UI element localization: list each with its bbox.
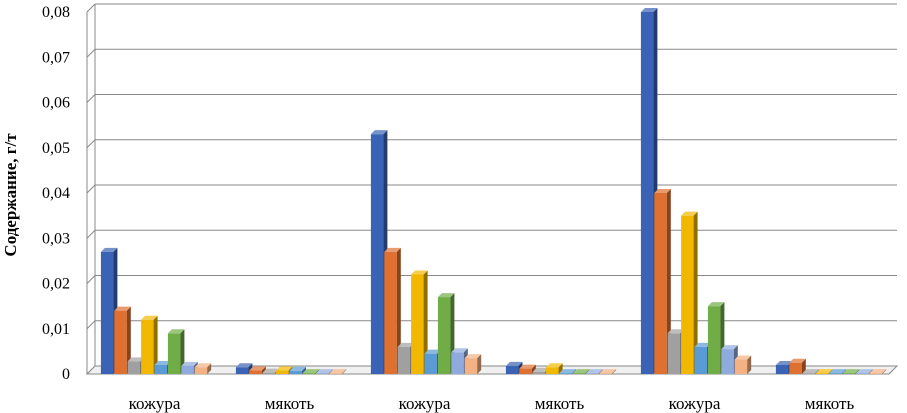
y-tick-label: 0,06 bbox=[42, 95, 70, 112]
gridline-side bbox=[86, 320, 96, 330]
bar bbox=[842, 369, 860, 374]
bar bbox=[411, 270, 428, 374]
bar bbox=[464, 354, 482, 374]
gridline-side bbox=[86, 139, 96, 149]
x-category-label: мякоть bbox=[535, 394, 585, 413]
bar bbox=[194, 363, 212, 374]
x-category-label: мякоть bbox=[805, 394, 855, 413]
gridline-side bbox=[86, 94, 96, 103]
bar bbox=[249, 366, 266, 374]
bar bbox=[572, 369, 590, 374]
bar bbox=[302, 369, 320, 374]
y-tick-label: 0,04 bbox=[42, 185, 70, 202]
x-category-label: кожура bbox=[399, 394, 451, 413]
x-category-label: кожура bbox=[129, 394, 181, 413]
bar bbox=[289, 366, 306, 374]
gridline-side bbox=[86, 184, 96, 194]
gridline-side bbox=[86, 48, 96, 58]
bar bbox=[654, 189, 671, 374]
bar bbox=[802, 369, 820, 374]
x-axis-categories: кожура мякоть кожура мякоть кожура мякоть bbox=[129, 394, 855, 413]
bar bbox=[167, 329, 185, 374]
bar bbox=[856, 369, 873, 374]
bar bbox=[384, 247, 401, 374]
y-tick-label: 0,05 bbox=[42, 140, 70, 157]
x-category-label: мякоть bbox=[265, 394, 315, 413]
gridline-side bbox=[86, 3, 96, 13]
bar bbox=[559, 369, 576, 374]
bar bbox=[329, 369, 347, 374]
bar bbox=[681, 211, 698, 374]
bar bbox=[734, 355, 752, 374]
bar bbox=[789, 358, 806, 374]
y-tick-label: 0,02 bbox=[42, 276, 70, 293]
y-tick-label: 0,08 bbox=[42, 4, 70, 21]
gridline-side bbox=[86, 229, 96, 239]
bars bbox=[100, 8, 887, 374]
gridline-side bbox=[86, 275, 96, 284]
bar bbox=[599, 369, 617, 374]
bar bbox=[586, 369, 603, 374]
bar bbox=[829, 369, 846, 374]
y-axis-ticks: 0 0,01 0,02 0,03 0,04 0,05 0,06 0,07 0,08 bbox=[42, 4, 70, 383]
bar bbox=[114, 306, 131, 374]
bar bbox=[316, 369, 333, 374]
y-tick-label: 0,07 bbox=[42, 49, 70, 66]
bar bbox=[546, 363, 563, 374]
bar bbox=[141, 315, 158, 374]
gridlines bbox=[86, 3, 897, 375]
bar bbox=[869, 369, 887, 374]
y-tick-label: 0,01 bbox=[42, 321, 70, 338]
y-tick-label: 0,03 bbox=[42, 230, 70, 247]
y-axis-label: Содержание, г/т bbox=[1, 133, 20, 257]
x-category-label: кожура bbox=[669, 394, 721, 413]
y-tick-label: 0 bbox=[62, 366, 70, 383]
bar bbox=[816, 369, 833, 374]
